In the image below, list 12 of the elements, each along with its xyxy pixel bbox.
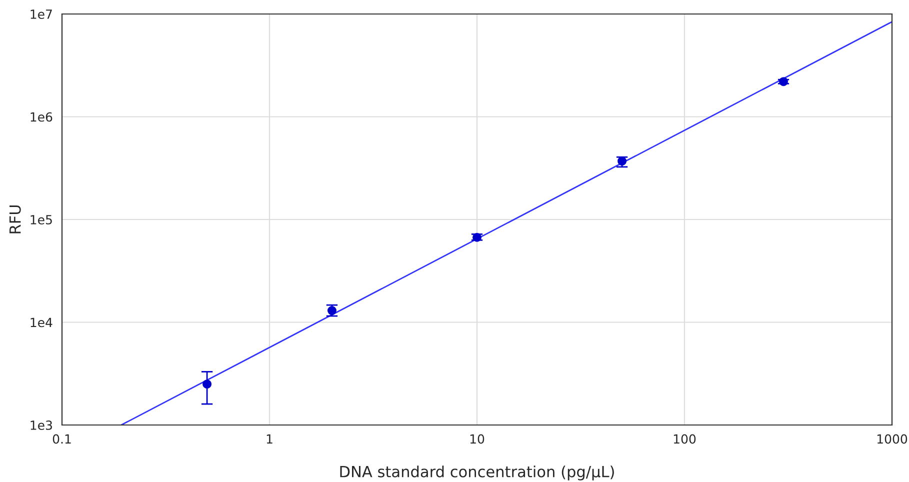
x-tick-label: 100 xyxy=(674,434,696,444)
y-tick-label: 1e5 xyxy=(30,215,52,224)
y-axis-title: RFU xyxy=(10,206,21,234)
y-tick-label: 1e3 xyxy=(30,420,52,430)
x-tick-label: 1000 xyxy=(877,434,908,444)
y-tick-label: 1e4 xyxy=(30,318,52,328)
x-tick-label: 1 xyxy=(266,434,272,444)
x-tick-label: 0.1 xyxy=(52,434,71,444)
x-axis-title: DNA standard concentration (pg/µL) xyxy=(340,466,614,480)
x-tick-label: 10 xyxy=(470,434,484,444)
y-tick-label: 1e6 xyxy=(30,112,52,122)
y-tick-label: 1e7 xyxy=(30,10,52,19)
